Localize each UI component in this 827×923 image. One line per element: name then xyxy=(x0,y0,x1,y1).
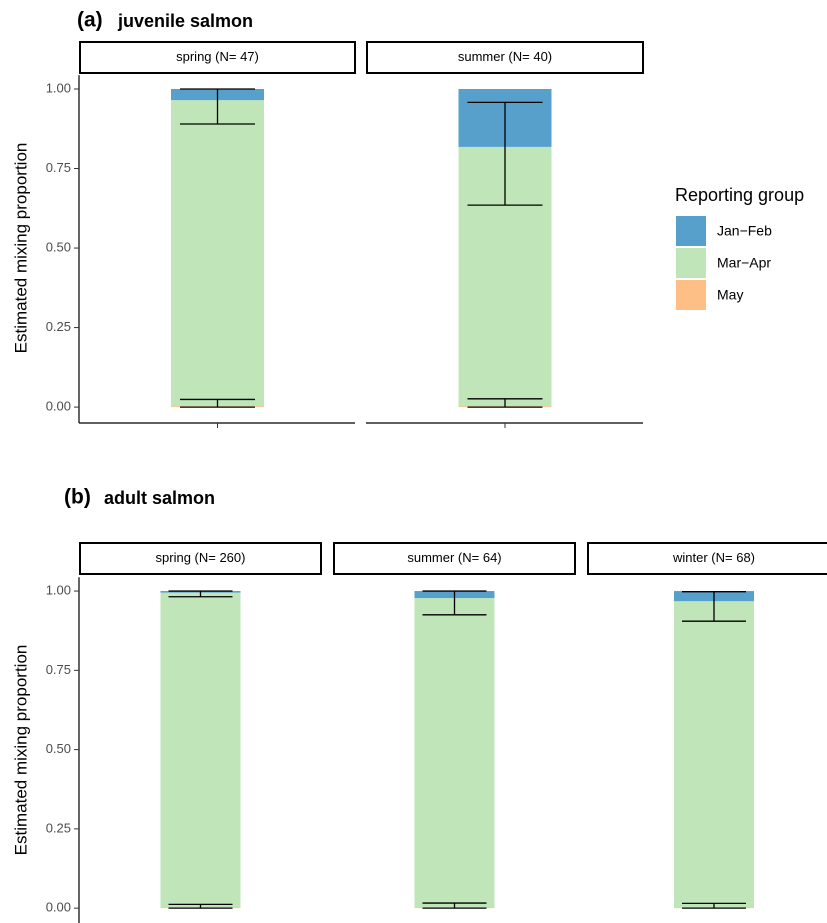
y-tick-label: 0.75 xyxy=(46,662,71,677)
y-tick-label: 0.00 xyxy=(46,900,71,915)
panel-tag: (a) xyxy=(77,9,103,32)
error-bar xyxy=(168,903,233,909)
bar-segment xyxy=(171,100,264,407)
bar-segment xyxy=(414,598,495,908)
chart-title: adult salmon xyxy=(104,488,215,508)
chart-title: juvenile salmon xyxy=(117,11,253,31)
legend-label: Jan−Feb xyxy=(717,223,772,239)
y-tick-label: 0.00 xyxy=(46,399,71,414)
facet-strip xyxy=(333,542,576,575)
bar-segment xyxy=(160,592,241,908)
facet-label: winter (N= 68) xyxy=(672,550,755,565)
facet-label: spring (N= 260) xyxy=(156,550,246,565)
y-tick-label: 0.75 xyxy=(46,160,71,175)
y-tick-label: 1.00 xyxy=(46,582,71,597)
facet-label: summer (N= 40) xyxy=(458,49,552,64)
error-bar xyxy=(682,591,746,622)
panel-tag: (b) xyxy=(64,486,91,509)
facet-strip xyxy=(587,542,827,575)
bar-segment xyxy=(674,601,754,908)
y-axis-label: Estimated mixing proportion xyxy=(11,645,30,856)
legend-key xyxy=(676,216,706,246)
legend-label: Mar−Apr xyxy=(717,255,771,271)
y-tick-label: 1.00 xyxy=(46,80,71,95)
error-bar xyxy=(467,398,543,408)
error-bar xyxy=(180,88,255,125)
facet-label: spring (N= 47) xyxy=(176,49,259,64)
facet-strip xyxy=(366,41,644,74)
legend-key xyxy=(676,280,706,310)
y-tick-label: 0.25 xyxy=(46,319,71,334)
y-tick-label: 0.25 xyxy=(46,820,71,835)
error-bar xyxy=(422,590,487,616)
facet-strip xyxy=(79,542,322,575)
legend-key xyxy=(676,248,706,278)
facet-label: summer (N= 64) xyxy=(407,550,501,565)
y-axis-label: Estimated mixing proportion xyxy=(11,143,30,354)
error-bar xyxy=(168,590,233,598)
error-bar xyxy=(467,101,543,206)
legend-label: May xyxy=(717,287,743,303)
legend-title: Reporting group xyxy=(675,185,804,205)
error-bar xyxy=(422,902,487,909)
y-tick-label: 0.50 xyxy=(46,239,71,254)
error-bar xyxy=(180,398,255,408)
y-tick-label: 0.50 xyxy=(46,741,71,756)
error-bar xyxy=(682,902,746,909)
facet-strip xyxy=(79,41,356,74)
